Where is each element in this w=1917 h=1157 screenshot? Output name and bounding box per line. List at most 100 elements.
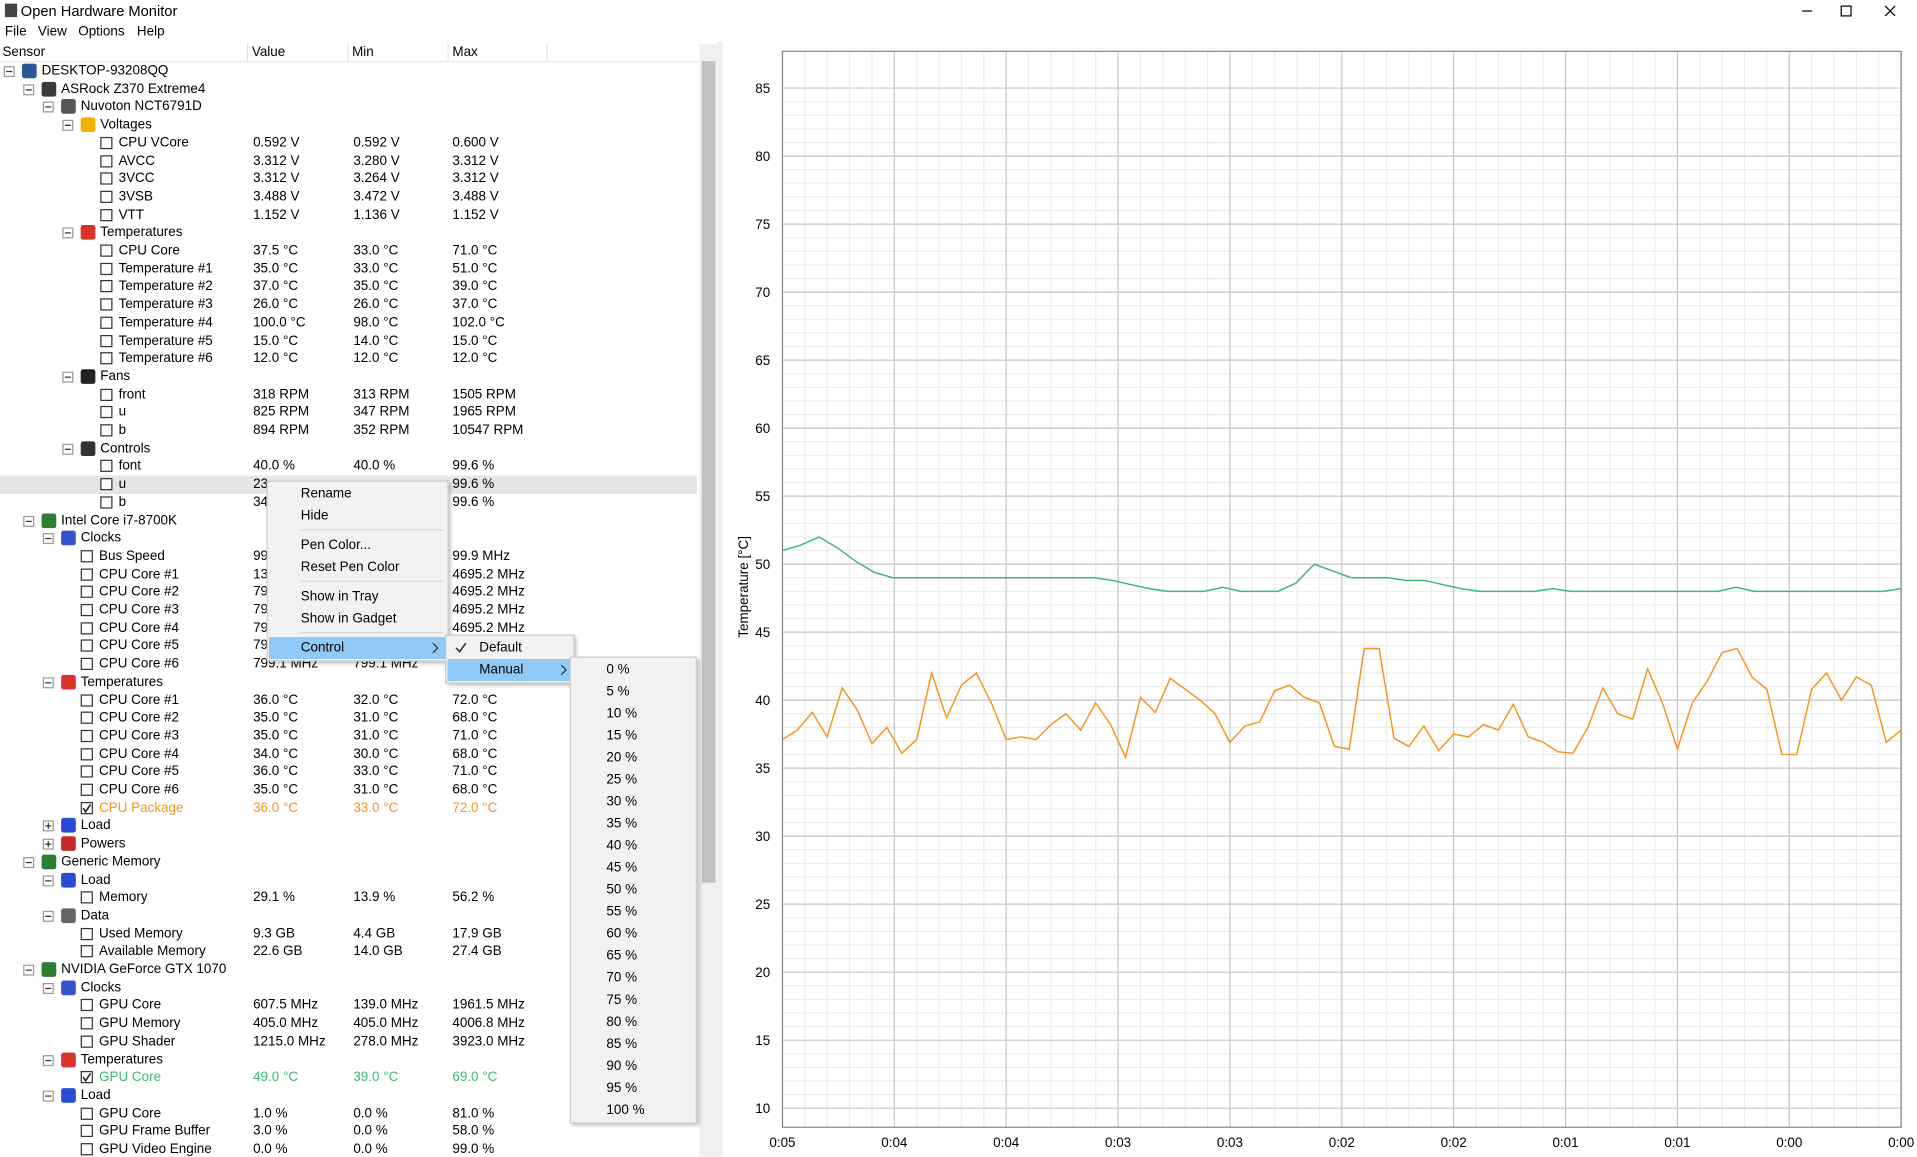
menu-item[interactable]: Options: [78, 23, 124, 40]
checkbox[interactable]: [81, 640, 93, 652]
checkbox[interactable]: [100, 352, 112, 364]
checkbox[interactable]: [81, 999, 93, 1011]
checkbox[interactable]: [100, 406, 112, 418]
expander[interactable]: [43, 533, 54, 544]
checkbox[interactable]: [81, 945, 93, 957]
tree-row[interactable]: front318 RPM313 RPM1505 RPM: [0, 386, 697, 404]
submenu-item[interactable]: 0 %: [572, 659, 694, 681]
tree-row[interactable]: Temperature #4100.0 °C98.0 °C102.0 °C: [0, 314, 697, 332]
checkbox[interactable]: [81, 784, 93, 796]
context-menu-item[interactable]: Reset Pen Color: [269, 556, 446, 578]
submenu-item[interactable]: 20 %: [572, 747, 694, 769]
submenu-item[interactable]: 35 %: [572, 813, 694, 835]
expander[interactable]: [62, 372, 73, 383]
context-menu-item[interactable]: Control: [269, 637, 446, 659]
checkbox[interactable]: [100, 316, 112, 328]
submenu-item[interactable]: 60 %: [572, 923, 694, 945]
submenu-item[interactable]: 55 %: [572, 901, 694, 923]
tree-row[interactable]: AVCC3.312 V3.280 V3.312 V: [0, 152, 697, 170]
tree-row[interactable]: Temperature #612.0 °C12.0 °C12.0 °C: [0, 350, 697, 368]
submenu-item[interactable]: 65 %: [572, 945, 694, 967]
scrollbar[interactable]: [699, 44, 717, 1157]
context-menu-item[interactable]: Rename: [269, 483, 446, 505]
tree-row[interactable]: Temperatures: [0, 224, 697, 242]
submenu-item[interactable]: 80 %: [572, 1011, 694, 1033]
submenu-item[interactable]: 30 %: [572, 791, 694, 813]
tree-row[interactable]: Temperature #326.0 °C26.0 °C37.0 °C: [0, 296, 697, 314]
checkbox[interactable]: [81, 622, 93, 634]
checkbox[interactable]: [81, 568, 93, 580]
splitter[interactable]: [718, 42, 723, 1157]
expander[interactable]: [43, 983, 54, 994]
tree-row[interactable]: 3VCC3.312 V3.264 V3.312 V: [0, 170, 697, 188]
checkbox[interactable]: [81, 892, 93, 904]
submenu-item[interactable]: 70 %: [572, 967, 694, 989]
checkbox[interactable]: [100, 137, 112, 149]
expander[interactable]: [23, 84, 34, 95]
checkbox[interactable]: [81, 550, 93, 562]
maximize-icon[interactable]: [1841, 6, 1851, 16]
checkbox[interactable]: [100, 191, 112, 203]
checkbox[interactable]: [81, 658, 93, 670]
checkbox[interactable]: [81, 1107, 93, 1119]
tree-row[interactable]: Temperature #135.0 °C33.0 °C51.0 °C: [0, 260, 697, 278]
column-header[interactable]: Max: [452, 44, 477, 61]
checkbox[interactable]: [100, 173, 112, 185]
tree-row[interactable]: ASRock Z370 Extreme4: [0, 80, 697, 98]
tree-row[interactable]: CPU VCore0.592 V0.592 V0.600 V: [0, 134, 697, 152]
expander[interactable]: [43, 677, 54, 688]
checkbox[interactable]: [81, 766, 93, 778]
column-header[interactable]: Min: [352, 44, 374, 61]
tree-row[interactable]: Nuvoton NCT6791D: [0, 98, 697, 116]
expander[interactable]: [43, 875, 54, 886]
submenu-item[interactable]: 15 %: [572, 725, 694, 747]
tree-row[interactable]: Voltages: [0, 116, 697, 134]
expander[interactable]: [62, 443, 73, 454]
tree-row[interactable]: GPU Frame Buffer3.0 %0.0 %58.0 %: [0, 1123, 697, 1141]
checkbox[interactable]: [81, 1017, 93, 1029]
menu-item[interactable]: View: [38, 23, 67, 40]
checkbox[interactable]: [100, 424, 112, 436]
close-icon[interactable]: [1885, 6, 1895, 16]
tree-row[interactable]: Temperature #515.0 °C14.0 °C15.0 °C: [0, 332, 697, 350]
expander[interactable]: [43, 911, 54, 922]
tree-row[interactable]: Fans: [0, 368, 697, 386]
checkbox[interactable]: [100, 280, 112, 292]
expander[interactable]: [23, 515, 34, 526]
checkbox[interactable]: [81, 694, 93, 706]
submenu-item[interactable]: 50 %: [572, 879, 694, 901]
checkbox[interactable]: [100, 460, 112, 472]
tree-row[interactable]: DESKTOP-93208QQ: [0, 62, 697, 80]
expander[interactable]: [43, 839, 54, 850]
checkbox[interactable]: [100, 262, 112, 274]
tree-row[interactable]: Temperature #237.0 °C35.0 °C39.0 °C: [0, 278, 697, 296]
tree-row[interactable]: font40.0 %40.0 %99.6 %: [0, 458, 697, 476]
expander[interactable]: [43, 1054, 54, 1065]
submenu-item[interactable]: 75 %: [572, 989, 694, 1011]
tree-row[interactable]: u825 RPM347 RPM1965 RPM: [0, 404, 697, 422]
tree-row[interactable]: CPU Core37.5 °C33.0 °C71.0 °C: [0, 242, 697, 260]
submenu-item[interactable]: Default: [447, 637, 572, 659]
checkbox[interactable]: [81, 802, 93, 814]
context-menu-item[interactable]: Show in Tray: [269, 586, 446, 608]
checkbox[interactable]: [100, 388, 112, 400]
checkbox[interactable]: [81, 1125, 93, 1137]
checkbox[interactable]: [81, 1071, 93, 1083]
expander[interactable]: [62, 120, 73, 131]
context-menu-item[interactable]: Hide: [269, 505, 446, 527]
context-menu-item[interactable]: Pen Color...: [269, 534, 446, 556]
checkbox[interactable]: [100, 209, 112, 221]
tree-row[interactable]: GPU Video Engine0.0 %0.0 %99.0 %: [0, 1141, 697, 1157]
tree-row[interactable]: 3VSB3.488 V3.472 V3.488 V: [0, 188, 697, 206]
checkbox[interactable]: [100, 478, 112, 490]
checkbox[interactable]: [81, 712, 93, 724]
checkbox[interactable]: [81, 748, 93, 760]
context-menu-item[interactable]: Show in Gadget: [269, 608, 446, 630]
submenu-item[interactable]: 25 %: [572, 769, 694, 791]
checkbox[interactable]: [81, 604, 93, 616]
submenu-item[interactable]: 90 %: [572, 1055, 694, 1077]
checkbox[interactable]: [81, 1143, 93, 1155]
menu-item[interactable]: File: [5, 23, 27, 40]
expander[interactable]: [43, 102, 54, 113]
column-header[interactable]: Sensor: [2, 44, 45, 61]
